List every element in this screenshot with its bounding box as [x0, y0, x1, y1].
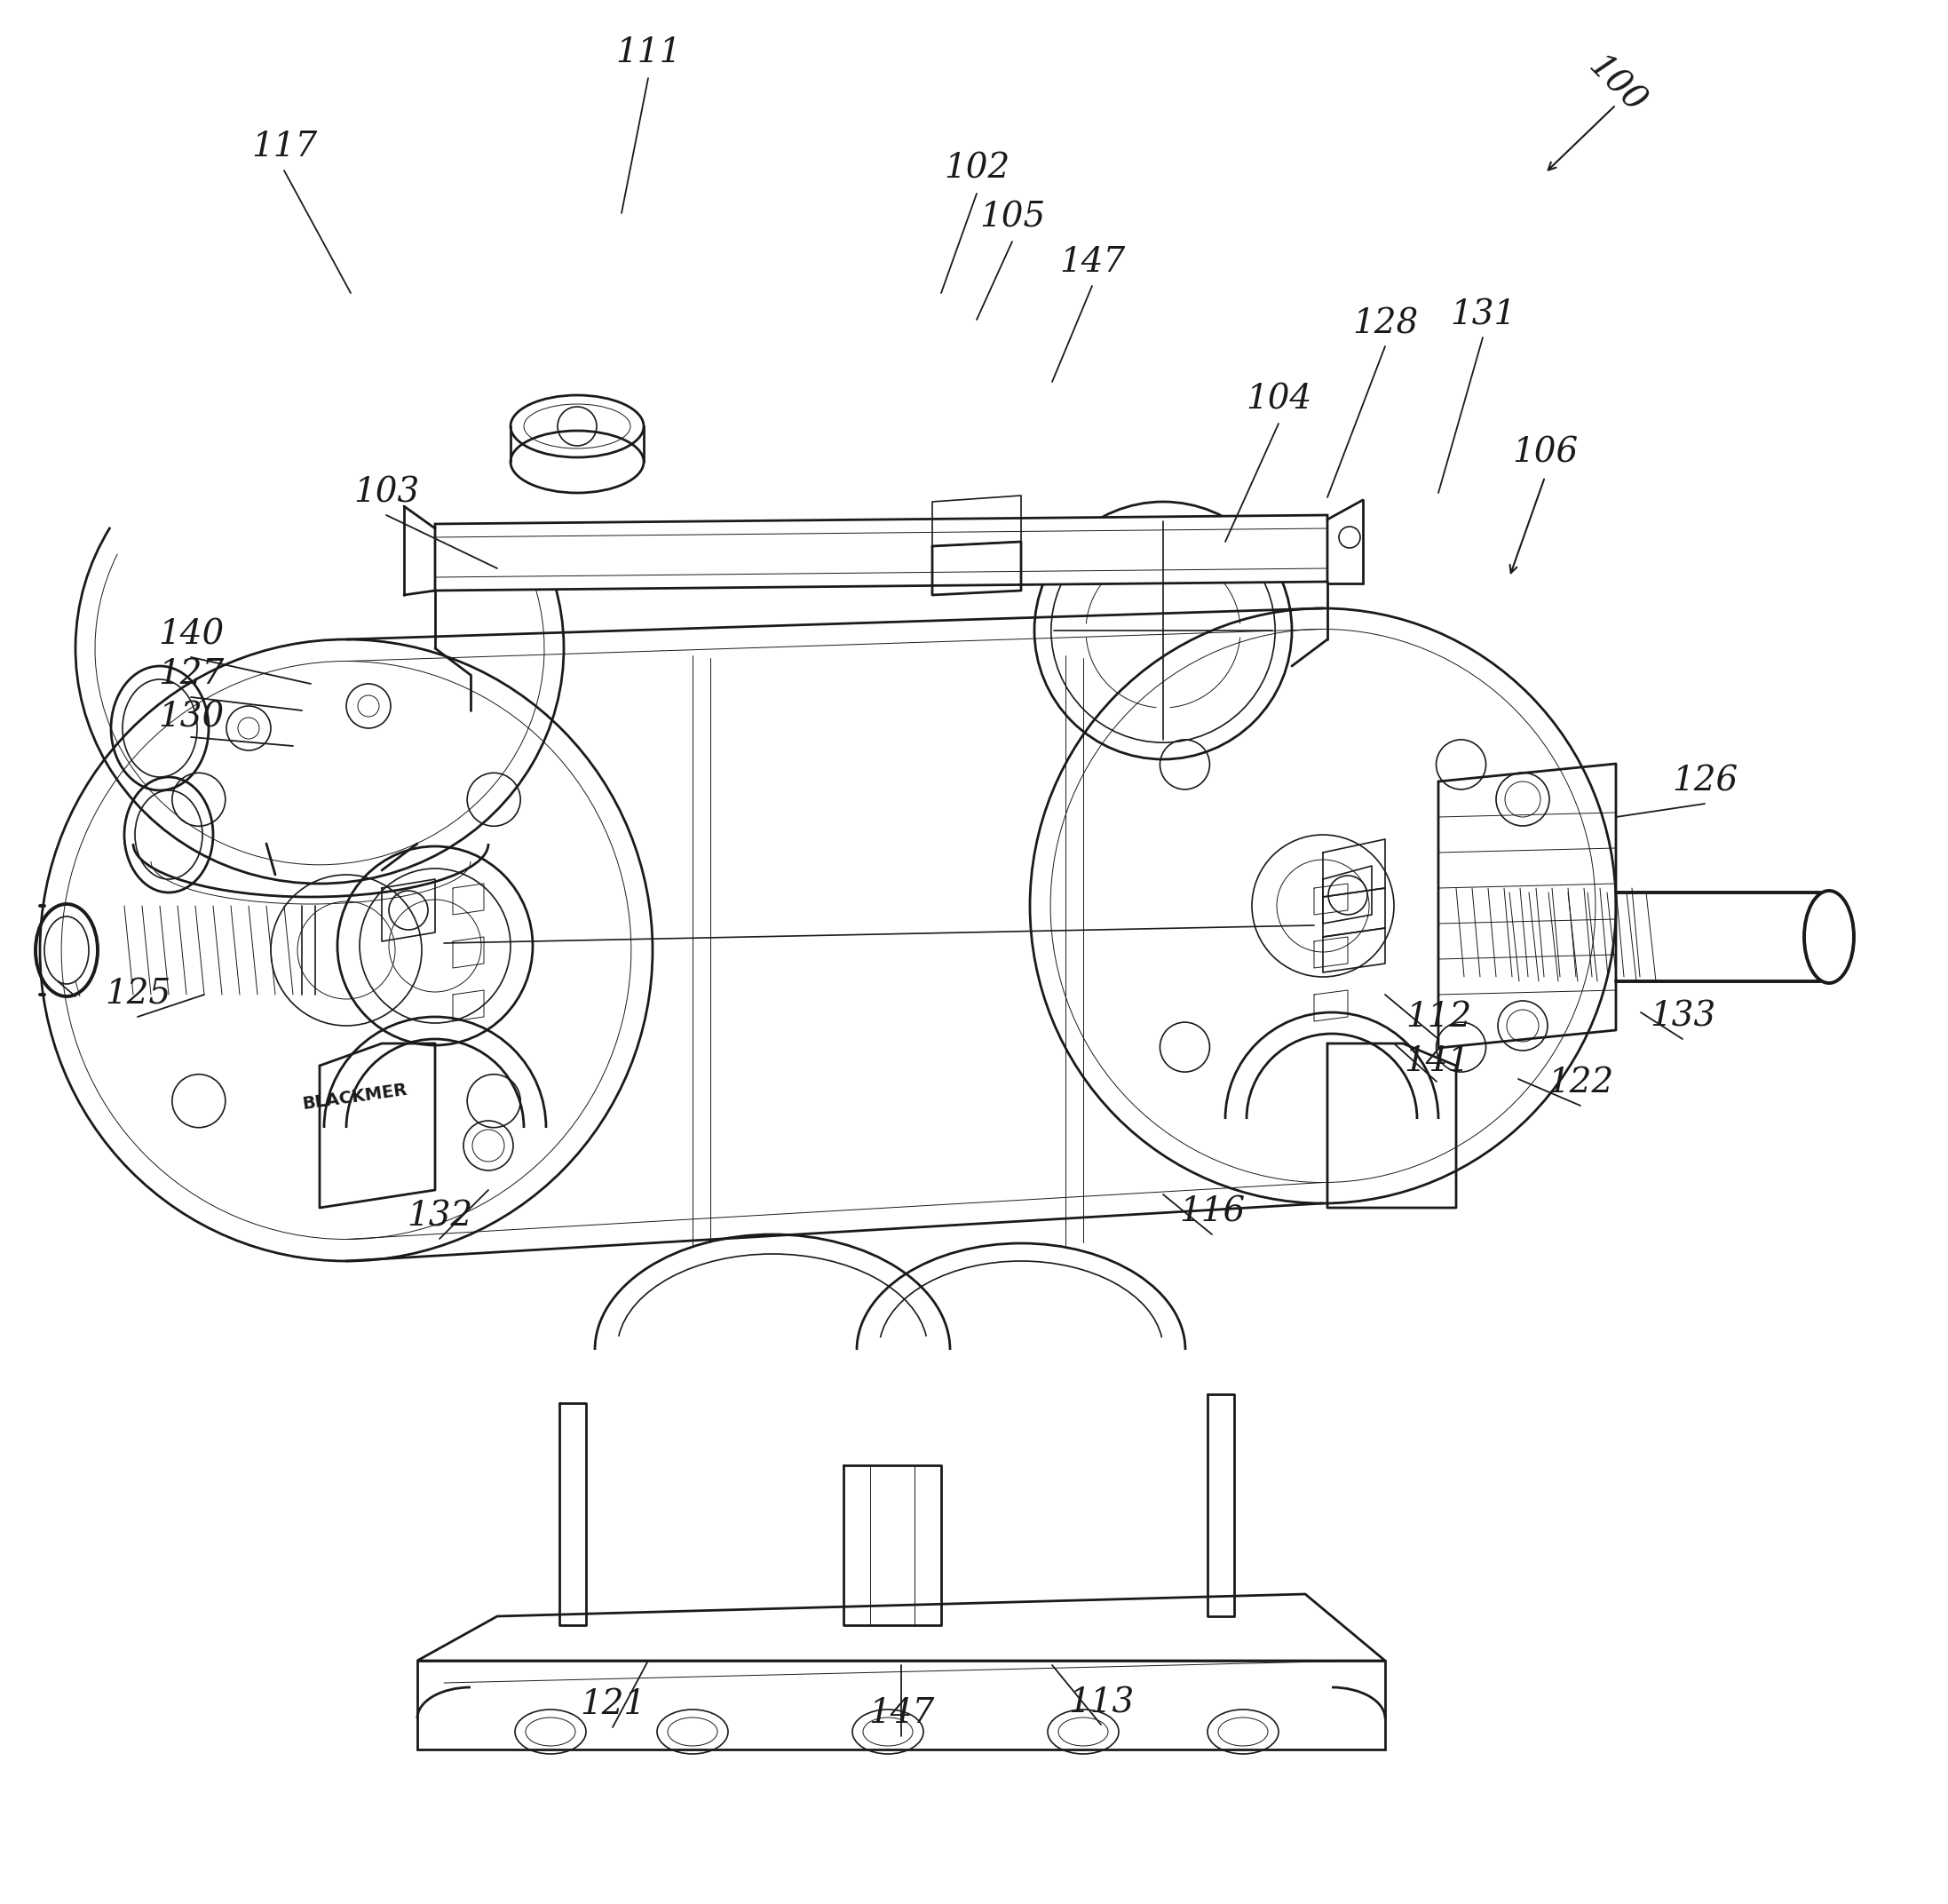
Text: 147: 147: [869, 1698, 935, 1731]
Text: 147: 147: [1060, 246, 1126, 278]
Text: 105: 105: [980, 202, 1046, 234]
Text: 106: 106: [1512, 436, 1578, 470]
Text: 131: 131: [1449, 299, 1516, 331]
Text: 126: 126: [1671, 765, 1738, 798]
Text: 117: 117: [251, 129, 318, 164]
Text: 127: 127: [158, 659, 224, 691]
Polygon shape: [434, 516, 1327, 590]
Text: 125: 125: [105, 979, 171, 1011]
Text: 133: 133: [1650, 1000, 1716, 1034]
Text: BLACKMER: BLACKMER: [302, 1081, 409, 1112]
Text: 111: 111: [616, 36, 682, 70]
Text: 113: 113: [1068, 1687, 1134, 1719]
Text: 100: 100: [1582, 50, 1650, 120]
Text: 140: 140: [158, 619, 224, 651]
Polygon shape: [417, 1594, 1385, 1660]
Polygon shape: [417, 1660, 1385, 1750]
Text: 112: 112: [1405, 1000, 1471, 1034]
Text: 116: 116: [1179, 1196, 1245, 1228]
Text: 102: 102: [943, 152, 1009, 185]
Text: 104: 104: [1245, 383, 1311, 417]
Text: 132: 132: [407, 1200, 473, 1234]
Text: 103: 103: [353, 476, 419, 508]
Text: 122: 122: [1547, 1066, 1613, 1101]
Text: 128: 128: [1352, 308, 1418, 341]
Text: 130: 130: [158, 701, 224, 733]
Text: 141: 141: [1405, 1045, 1469, 1078]
Text: 121: 121: [581, 1689, 645, 1721]
